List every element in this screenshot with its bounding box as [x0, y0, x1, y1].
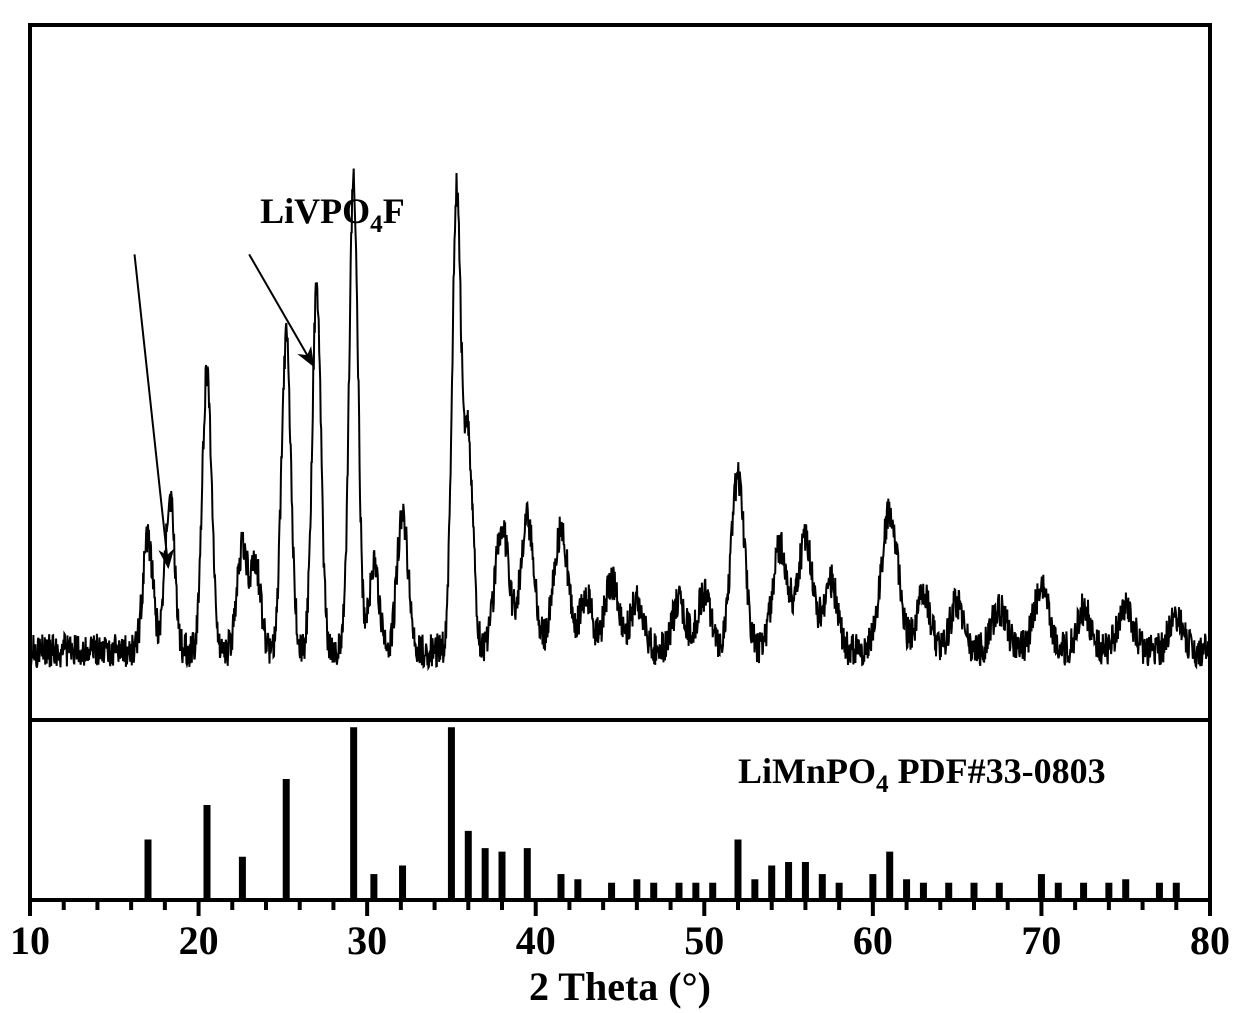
x-tick-label: 80: [1190, 918, 1230, 963]
x-tick-label: 60: [853, 918, 893, 963]
x-tick-label: 40: [516, 918, 556, 963]
xrd-figure: 10 20 30 40 50 60 70 80 2 Theta (°) LiVPO4F LiMnPO…: [0, 0, 1237, 1013]
upper-annotation-label: LiVPO4F: [260, 191, 405, 238]
x-tick-label: 20: [179, 918, 219, 963]
x-tick-label: 30: [347, 918, 387, 963]
x-tick-label: 10: [10, 918, 50, 963]
x-tick-label: 70: [1021, 918, 1061, 963]
x-tick-label: 50: [684, 918, 724, 963]
reference-label: LiMnPO4 PDF#33-0803: [738, 751, 1106, 798]
x-axis-label: 2 Theta (°): [529, 964, 711, 1009]
